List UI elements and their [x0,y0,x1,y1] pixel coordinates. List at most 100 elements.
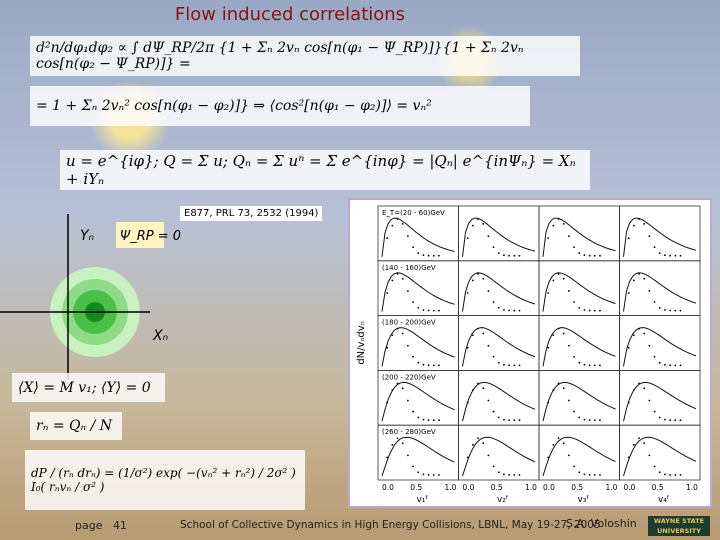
panel [619,424,701,481]
point [658,361,661,364]
point [471,279,474,282]
point [396,218,399,220]
point [482,332,485,335]
point [567,290,570,292]
point [674,419,677,422]
point [386,237,389,240]
point [547,292,550,294]
point [391,443,394,446]
point [669,364,672,367]
point [674,309,677,312]
point [401,387,404,390]
point [513,309,516,312]
x-tick-label: 1.0 [525,483,537,492]
equation: d²n/dφ₁dφ₂ ∝ ∫ dΨ_RP/2π {1 + Σₙ 2vₙ cos[… [30,36,580,76]
point [573,355,575,358]
point [588,364,591,367]
row-label: (260 - 280)GeV [382,428,436,436]
point [487,290,490,292]
point [466,401,469,404]
point [482,277,485,280]
point [567,235,570,238]
point [427,419,430,422]
point [557,437,560,440]
curve [462,217,536,257]
equation: dP / (rₙ drₙ) = (1/σ²) exp( −(vₙ² + rₙ²)… [25,450,305,510]
point [599,474,601,476]
point [573,465,575,468]
equation: rₙ = Qₙ / N [30,412,122,440]
logo-text: WAYNE STATE [653,517,705,525]
logo-text: UNIVERSITY [657,527,701,535]
point [593,419,596,422]
point [593,254,596,257]
point [438,474,440,476]
point [427,309,430,312]
point [466,346,469,349]
point [679,254,682,257]
point [503,473,505,476]
point [391,389,394,391]
point [562,332,565,335]
point [583,309,586,311]
point [552,279,555,282]
point [674,474,677,476]
psi-label: Ψ_RP = 0 [120,229,181,244]
point [417,252,420,255]
point [432,254,435,257]
point [438,364,440,367]
point [417,416,420,419]
point [386,346,389,349]
point [578,416,581,419]
point [599,254,601,257]
label-box [116,222,164,248]
point [653,465,656,468]
point [401,442,404,445]
curve [542,217,616,257]
point [552,334,555,337]
point [497,471,500,474]
point [573,246,575,249]
slide-title: Flow induced correlations [174,4,406,25]
point [669,474,672,476]
point [658,471,661,474]
point [664,473,666,476]
point [487,344,490,347]
point [471,389,474,391]
event: School of Collective Dynamics in High En… [180,519,601,531]
point [583,473,586,476]
point [477,218,479,220]
y-axis-label: dN/vₙdvₙ [356,321,367,364]
point [482,442,485,445]
point [632,334,635,337]
point [432,419,435,422]
point [492,465,495,468]
point [406,290,409,292]
point [552,443,555,446]
point [497,416,500,419]
point [432,474,435,476]
point [432,309,435,312]
point [466,292,469,294]
point [518,474,521,476]
point [588,474,591,476]
point [417,471,420,474]
point [643,277,646,280]
point [492,246,495,249]
row-label: (140 - 160)GeV [382,264,436,272]
point [562,442,565,445]
point [653,301,656,303]
x-tick-label: 0.0 [543,483,555,492]
point [406,399,409,402]
point [583,254,586,257]
point [401,277,404,280]
point [643,442,646,445]
curve [623,217,697,257]
point [578,252,581,255]
point [422,418,425,421]
point [679,474,682,476]
equation: ⟨X⟩ = M v₁; ⟨Y⟩ = 0 [12,373,165,402]
point [487,235,490,238]
point [547,456,550,459]
point [477,272,479,275]
